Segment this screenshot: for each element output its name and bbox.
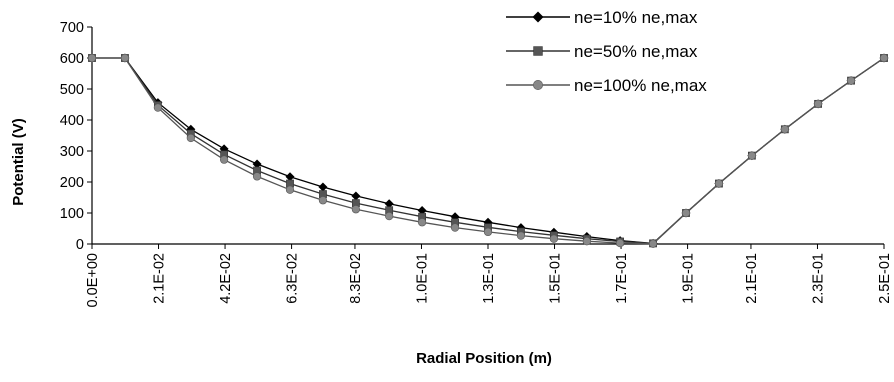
data-point-diamond [252,159,262,169]
data-point-circle [87,53,97,63]
data-point-circle [516,231,526,240]
data-point-circle [285,185,295,194]
x-tick-label: 1.0E-01 [414,253,430,304]
y-tick-label: 100 [60,206,84,222]
legend-label: ne=10% ne,max [574,8,698,27]
data-point-circle [648,239,658,248]
data-point-circle [681,208,691,218]
x-tick-label: 2.5E-01 [877,253,893,304]
y-axis-title: Potential (V) [10,118,27,206]
y-tick-label: 700 [60,20,84,36]
series-line [92,57,885,245]
y-tick-label: 500 [60,82,84,98]
data-point-circle [582,237,591,246]
data-point-circle [533,80,543,90]
x-tick-label: 1.3E-01 [481,253,497,304]
y-tick-label: 200 [60,175,84,191]
y-tick-label: 600 [60,51,84,67]
data-point-circle [186,133,195,143]
x-tick-label: 2.1E-02 [152,253,168,304]
data-point-circle [417,218,427,227]
data-point-circle [153,103,163,112]
y-tick-label: 300 [60,144,84,160]
data-point-diamond [351,191,361,201]
data-point-circle [450,223,460,232]
data-point-circle [318,196,328,205]
data-point-diamond [318,182,328,192]
x-tick-label: 6.3E-02 [285,253,301,304]
x-tick-label: 4.2E-02 [218,253,234,304]
axes: 0 100 200 300 400 500 600 700 0.0E+00 2.1E-02 4.2E… [60,20,893,307]
data-point-circle [219,155,229,164]
data-point-circle [879,53,889,63]
data-point-circle [483,227,493,237]
x-tick-label: 2.3E-01 [810,253,826,304]
y-tick-label: 400 [60,113,84,129]
data-point-circle [351,205,361,214]
series-3 [87,53,889,248]
legend-label: ne=50% ne,max [574,42,698,61]
data-point-diamond [532,11,544,23]
legend-entry: ne=100% ne,max [506,76,707,95]
data-point-circle [385,211,394,221]
data-point-circle [120,53,130,63]
y-tick-label: 0 [76,237,84,253]
data-point-diamond [417,206,427,216]
x-tick-label: 1.5E-01 [548,253,564,304]
x-tick-label: 1.7E-01 [614,253,630,304]
data-point-circle [615,238,625,248]
data-point-circle [813,99,823,109]
x-axis-title: Radial Position (m) [416,350,552,367]
data-point-circle [780,125,789,134]
data-point-circle [252,172,262,181]
data-point-diamond [384,199,394,209]
data-point-circle [747,151,757,160]
data-point-circle [549,234,559,243]
x-tick-label: 2.1E-01 [744,253,760,304]
data-point-circle [846,76,856,85]
series-1 [87,53,889,248]
x-tick-label: 0.0E+00 [85,253,101,307]
legend: ne=10% ne,max ne=50% ne,max ne=100% ne,max [506,8,707,95]
x-tick-label: 1.9E-01 [681,253,697,304]
data-point-square [533,46,543,56]
legend-entry: ne=50% ne,max [506,42,698,61]
legend-entry: ne=10% ne,max [506,8,698,27]
data-point-circle [714,179,724,188]
x-tick-label: 8.3E-02 [348,253,364,304]
legend-label: ne=100% ne,max [574,76,707,95]
series-layer [87,53,889,248]
data-point-diamond [285,172,295,182]
